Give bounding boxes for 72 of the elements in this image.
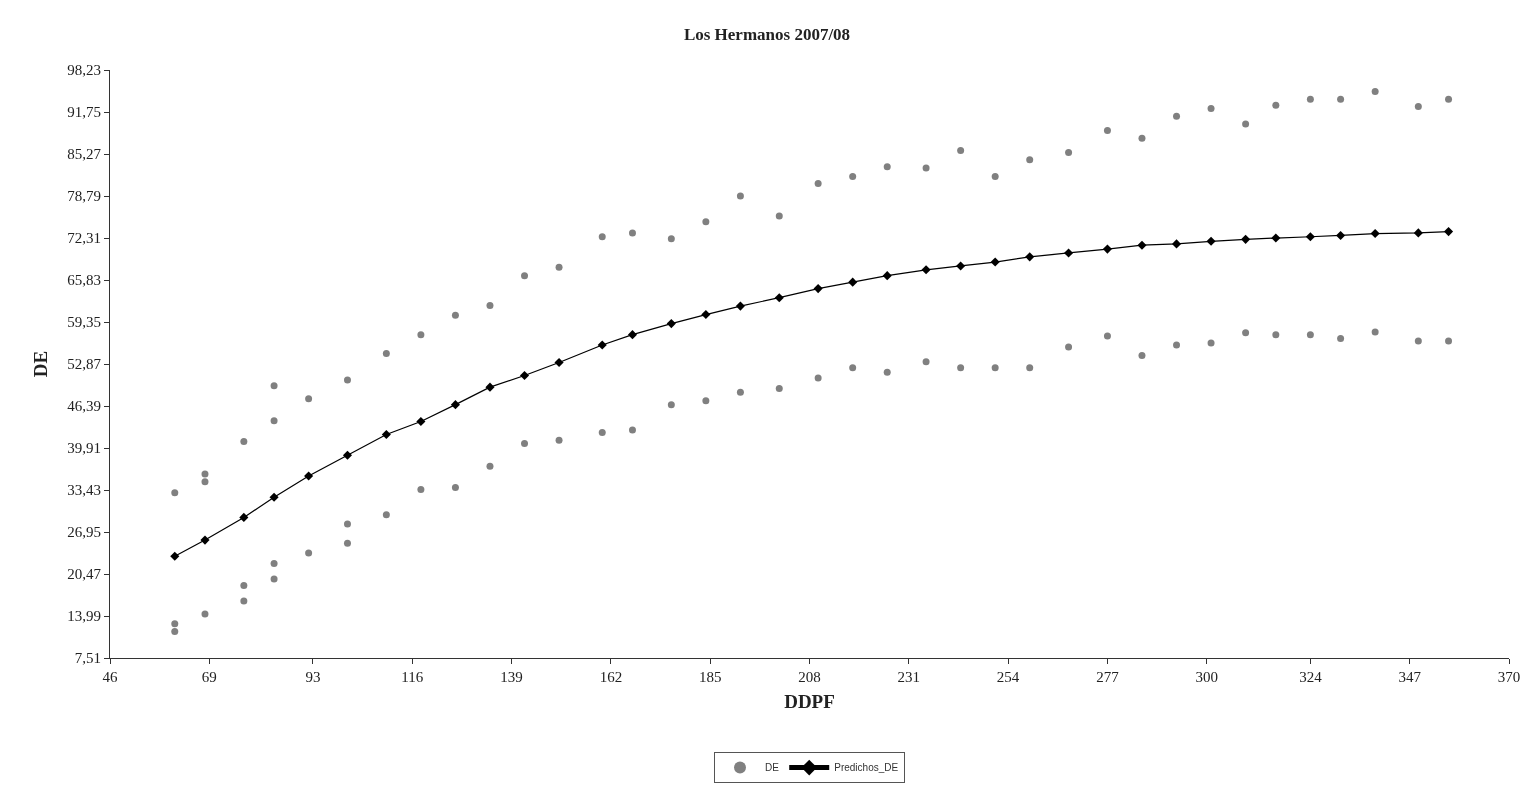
x-tick-label: 231 [897,669,921,685]
point [239,512,249,522]
point [1413,228,1423,238]
point [200,535,210,545]
point [554,357,564,368]
x-axis-title: DDPF [784,690,835,712]
y-tick-label: 52,87 [67,356,102,373]
point [956,261,966,271]
point [1025,252,1035,262]
point [1370,228,1380,239]
point [1305,232,1315,242]
point [990,257,1000,267]
y-tick-label: 7,51 [74,650,101,667]
legend-label: DE [765,762,780,774]
point [1336,230,1346,241]
x-tick-label: 139 [500,669,523,685]
x-tick-label: 370 [1497,669,1521,685]
point [342,450,353,460]
point [774,293,784,303]
point [1171,239,1182,249]
y-tick-label: 91,75 [67,104,101,121]
point [1102,244,1112,254]
point [381,429,391,439]
point [1241,234,1251,244]
y-axis-title: DE [30,350,52,378]
x-tick-label: 347 [1398,669,1422,685]
x-tick-label: 324 [1299,669,1323,685]
y-tick-label: 39,91 [67,440,101,457]
point [304,471,314,481]
point [813,284,823,294]
point [1444,227,1454,237]
point [1064,248,1074,258]
chart-title: Los Hermanos 2007/08 [683,24,851,44]
point [485,382,495,392]
point [848,277,858,287]
point [519,370,530,381]
y-tick-label: 72,31 [67,230,101,247]
point [882,271,892,281]
y-tick-label: 13,99 [67,608,101,625]
y-tick-label: 33,43 [67,482,101,499]
point [701,310,711,320]
point [597,340,607,350]
x-tick-label: 116 [401,669,424,685]
x-tick-label: 69 [201,669,217,685]
point [1206,236,1216,246]
x-tick-label: 162 [599,669,623,685]
y-tick-label: 65,83 [67,272,101,289]
y-tick-label: 20,47 [67,566,102,583]
x-tick-label: 185 [698,669,722,685]
point [269,492,279,502]
x-tick-label: 93 [305,669,321,685]
legend-label: Predichos_DE [834,762,899,774]
y-tick-label: 78,79 [67,188,101,205]
x-tick-label: 208 [798,669,821,685]
x-tick-label: 277 [1096,669,1120,685]
point [1271,233,1281,243]
point [1137,240,1147,250]
y-tick-label: 46,39 [67,398,101,415]
point [450,400,460,410]
y-tick-label: 26,95 [67,524,101,541]
point [666,319,676,329]
point [416,416,426,427]
point [921,265,931,275]
y-tick-label: 85,27 [67,146,102,163]
point [735,301,745,311]
x-tick-label: 46 [102,669,118,685]
point [627,330,638,340]
point [170,551,180,561]
y-tick-label: 98,23 [67,62,101,79]
x-tick-label: 254 [996,669,1020,685]
y-tick-label: 59,35 [67,314,101,331]
x-tick-label: 300 [1195,669,1218,685]
